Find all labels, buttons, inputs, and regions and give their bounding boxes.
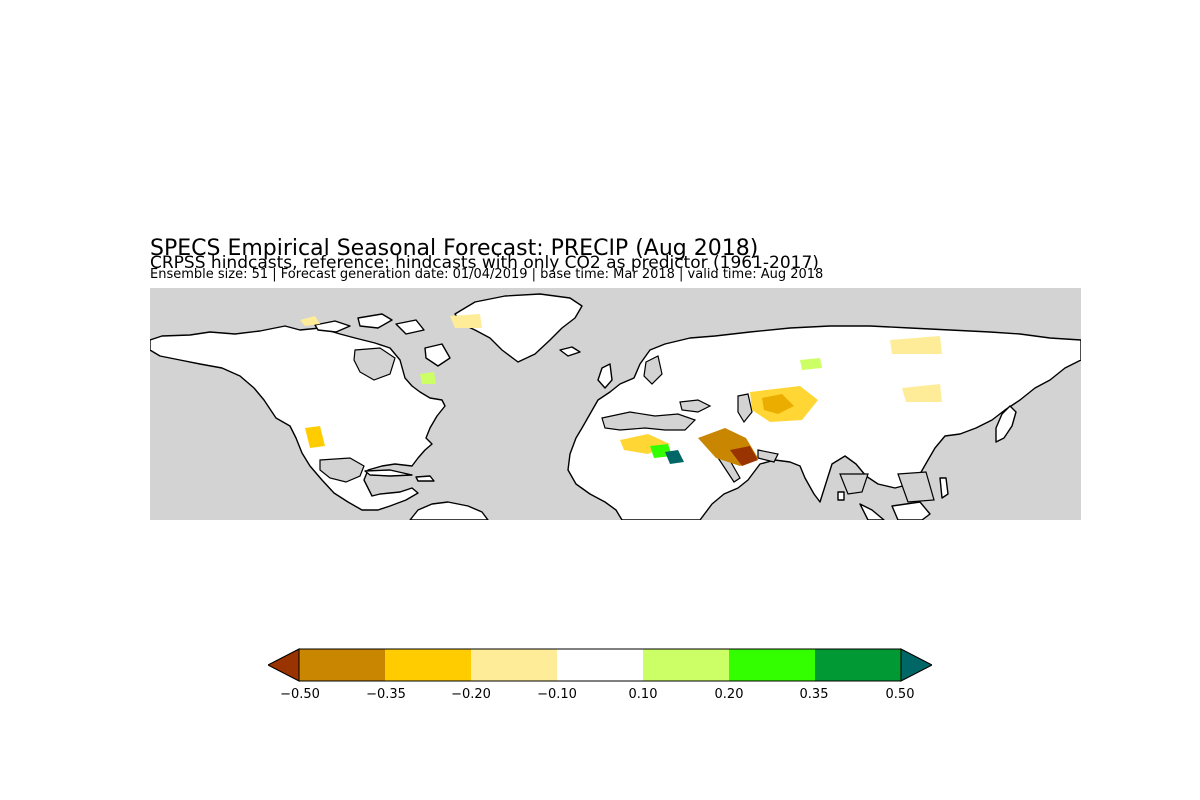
black-sea: [679, 399, 712, 413]
hudson-bay: [353, 347, 396, 381]
colorbar-segment: [729, 649, 816, 681]
skill-patch-weak-negative: [300, 316, 320, 326]
colorbar-tick-label: 0.35: [799, 687, 829, 702]
caspian-sea: [737, 393, 753, 424]
mediterranean: [601, 411, 697, 431]
persian-gulf: [757, 449, 779, 463]
philippines: [939, 477, 949, 499]
sri-lanka: [837, 491, 845, 501]
south-america: [409, 501, 489, 520]
greenland: [454, 293, 583, 363]
japan: [995, 405, 1017, 443]
colorbar-segment: [815, 649, 902, 681]
skill-patch-weak-negative: [305, 426, 325, 448]
world-map: [150, 288, 1081, 520]
colorbar-tick-label: 0.20: [714, 687, 744, 702]
eurasia-africa: [567, 325, 1081, 520]
sumatra: [859, 503, 885, 520]
colorbar-tick-label: 0.50: [885, 687, 915, 702]
skill-patch-negative: [750, 386, 818, 422]
skill-patch-weak-positive: [420, 372, 436, 384]
colorbar-tick-label: −0.35: [366, 687, 406, 702]
map-info: Ensemble size: 51 | Forecast generation …: [150, 267, 824, 282]
arctic-island: [314, 320, 351, 333]
colorbar-under-triangle: [268, 648, 300, 682]
iceland: [559, 346, 581, 357]
cuba: [364, 469, 413, 477]
skill-patch-weak-negative: [890, 336, 942, 354]
colorbar-tick-label: −0.50: [280, 687, 320, 702]
great-britain: [597, 363, 613, 389]
colorbar-segment: [385, 649, 472, 681]
colorbar-tick-label: 0.10: [628, 687, 658, 702]
arctic-island: [424, 343, 451, 367]
south-china-sea: [897, 471, 935, 503]
colorbar-tick-label: −0.20: [451, 687, 491, 702]
map-subtitle: CRPSS hindcasts, reference: hindcasts wi…: [150, 253, 819, 273]
colorbar: [268, 648, 932, 682]
map-title: SPECS Empirical Seasonal Forecast: PRECI…: [150, 236, 759, 261]
baltic-sea: [643, 355, 663, 385]
colorbar-segment: [643, 649, 730, 681]
arctic-island: [357, 313, 393, 329]
skill-patch-weak-positive: [800, 358, 822, 370]
skill-patch-strong-negative: [730, 446, 758, 466]
colorbar-segment: [471, 649, 558, 681]
hispaniola: [415, 475, 435, 482]
gulf-of-mexico: [319, 457, 365, 483]
skill-patch-weak-negative: [450, 314, 482, 328]
borneo: [891, 501, 931, 520]
colorbar-segment: [557, 649, 644, 681]
bay-of-bengal: [839, 473, 869, 495]
skill-patch-strong-positive: [665, 450, 684, 464]
skill-patch-weak-negative: [902, 384, 942, 402]
arctic-island: [395, 319, 425, 335]
colorbar-tick-label: −0.10: [537, 687, 577, 702]
colorbar-segment: [299, 649, 386, 681]
colorbar-frame: [298, 648, 902, 682]
colorbar-over-triangle: [900, 648, 932, 682]
